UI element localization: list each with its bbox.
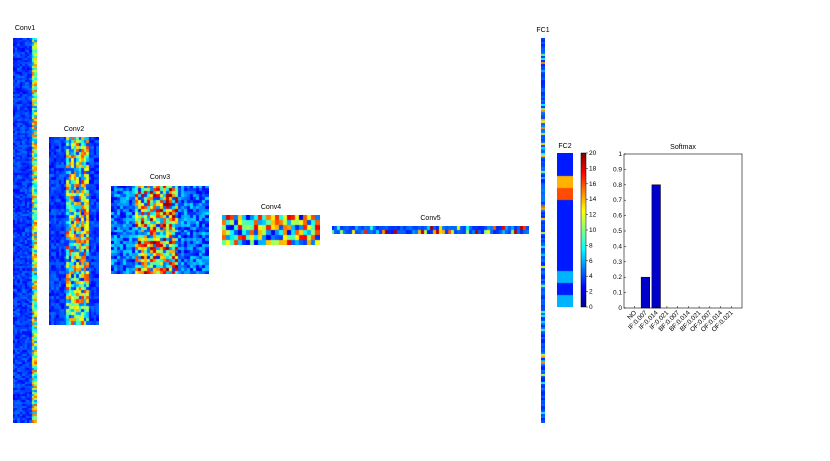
softmax-title: Softmax [670, 144, 696, 151]
y-tick-label: 0.6 [613, 213, 622, 220]
softmax-x-axis: NOIF:0.007IF:0.014IF:0.021BF:0.007BF:0.0… [626, 306, 735, 334]
softmax-y-axis: 0 0.1 0.2 0.3 0.4 0.5 0.6 0.7 0.8 0.9 1 [613, 151, 626, 312]
conv1-feature-map [13, 38, 37, 423]
x-tick-label: NO [626, 309, 638, 321]
conv4-label: Conv4 [260, 204, 282, 211]
fc1-feature-map [541, 38, 545, 423]
y-tick-label: 0.4 [613, 243, 622, 250]
conv2-feature-map [49, 137, 99, 325]
colorbar-gradient [580, 152, 587, 308]
fc1-label: FC1 [536, 27, 550, 34]
colorbar: 0 2 4 6 8 10 12 14 16 18 20 [580, 150, 597, 311]
y-tick-label: 0.5 [613, 228, 622, 235]
colorbar-tick-label: 4 [589, 273, 593, 280]
softmax-chart: Softmax 0 0.1 0.2 0.3 0.4 0.5 0.6 0.7 0.8 0.9 1 NO… [613, 144, 743, 334]
colorbar-tick-label: 0 [589, 304, 593, 311]
conv3-label: Conv3 [149, 174, 171, 181]
colorbar-tick-label: 14 [589, 196, 597, 203]
conv1-label: Conv1 [14, 25, 36, 32]
colorbar-tick-label: 10 [589, 227, 597, 234]
conv5-feature-map [332, 226, 529, 234]
conv5-label: Conv5 [420, 215, 441, 222]
y-tick-label: 0 [618, 305, 622, 312]
colorbar-tick-label: 8 [589, 242, 593, 249]
colorbar-tick-label: 2 [589, 289, 593, 296]
y-tick-label: 0.7 [613, 197, 622, 204]
conv4-feature-map [222, 215, 320, 245]
fc2-label: FC2 [558, 143, 572, 150]
y-tick-label: 0.2 [613, 274, 622, 281]
colorbar-ticks: 0 2 4 6 8 10 12 14 16 18 20 [586, 150, 597, 311]
y-tick-label: 0.9 [613, 166, 622, 173]
y-tick-label: 0.3 [613, 259, 622, 266]
y-tick-label: 0.1 [613, 290, 622, 297]
y-tick-label: 1 [618, 151, 622, 158]
softmax-bar [651, 184, 661, 309]
conv2-label: Conv2 [63, 126, 85, 133]
colorbar-tick-label: 16 [589, 181, 597, 188]
colorbar-tick-label: 6 [589, 258, 593, 265]
softmax-bar [640, 276, 650, 309]
colorbar-tick-label: 20 [589, 150, 597, 157]
y-tick-label: 0.8 [613, 182, 622, 189]
fc2-feature-map [557, 153, 573, 307]
colorbar-tick-label: 12 [589, 212, 597, 219]
colorbar-tick-label: 18 [589, 165, 597, 172]
conv3-feature-map [111, 186, 209, 274]
